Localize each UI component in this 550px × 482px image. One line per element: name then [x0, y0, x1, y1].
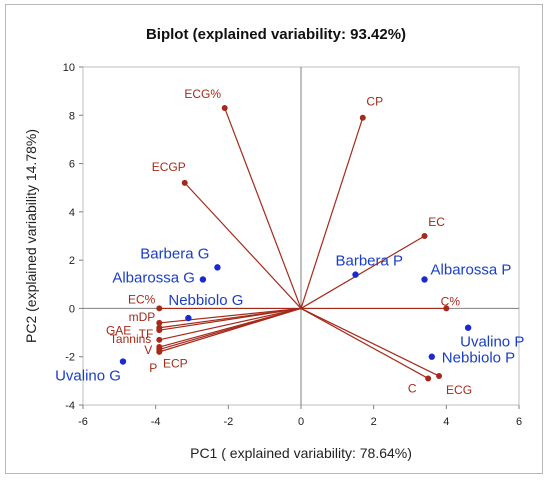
x-tick-label: 2: [371, 416, 377, 428]
variable-label: P: [149, 361, 157, 375]
y-tick-label: -4: [65, 400, 75, 412]
observation-point: [352, 271, 359, 278]
variable-vector: [159, 307, 302, 331]
variable-point: [425, 375, 432, 382]
chart-title: Biplot (explained variability: 93.42%): [146, 26, 406, 43]
x-tick-label: 4: [443, 416, 449, 428]
y-tick-label: 6: [69, 159, 75, 171]
variable-point: [443, 305, 450, 312]
variable-label: C: [408, 381, 417, 395]
variable-vector: [300, 235, 425, 309]
chart-frame: Biplot (explained variability: 93.42%) -…: [5, 4, 543, 474]
x-tick-label: 0: [298, 416, 304, 428]
variable-point: [436, 373, 443, 380]
observation-point: [428, 353, 435, 360]
variable-point: [221, 105, 228, 112]
variable-label: GAE: [106, 324, 131, 338]
variable-point: [156, 305, 163, 312]
y-tick-label: 4: [69, 207, 75, 219]
variable-label: V: [144, 343, 152, 357]
y-tick-label: -2: [65, 352, 75, 364]
observation-point: [119, 358, 127, 365]
observation-point: [464, 324, 472, 331]
observation-label: Uvalino G: [55, 368, 121, 385]
variable-vector: [159, 307, 302, 341]
variable-label: EC%: [128, 292, 156, 306]
variable-point: [181, 179, 188, 186]
observation-point: [421, 276, 428, 283]
variable-point: [156, 319, 163, 326]
variable-point: [421, 233, 428, 239]
x-tick-label: -6: [78, 416, 88, 428]
x-tick-label: -4: [151, 416, 161, 428]
variable-point: [156, 336, 163, 343]
observation-label: Uvalino P: [460, 334, 524, 351]
observation-label: Barbera G: [140, 245, 209, 262]
variable-point: [156, 327, 163, 334]
variable-label: C%: [441, 294, 461, 308]
variable-point: [359, 114, 366, 121]
variable-label: Tannins: [110, 332, 151, 346]
variable-label: ECG%: [184, 87, 221, 101]
y-tick-label: 2: [69, 255, 75, 267]
variable-label: ECP: [163, 356, 188, 370]
variable-vector: [300, 117, 364, 309]
variable-label: TF: [139, 327, 154, 341]
x-tick-label: 6: [516, 416, 522, 428]
variable-vector: [159, 307, 302, 351]
observation-points: Barbera G Albarossa G Nebbiolo G Uvalino G B…: [55, 245, 524, 384]
variable-label: ECG: [446, 383, 472, 397]
biplot-chart: Biplot (explained variability: 93.42%) -…: [23, 26, 524, 461]
observation-label: Nebbiolo G: [168, 292, 243, 309]
variable-vector: [300, 307, 429, 379]
variable-label: EC: [428, 215, 445, 229]
variable-vector: [184, 182, 302, 309]
variable-vector: [300, 307, 440, 377]
y-tick-label: 10: [63, 62, 75, 74]
variable-label: ECGP: [152, 160, 186, 174]
observation-point: [214, 264, 221, 271]
observation-label: Albarossa G: [112, 269, 195, 286]
y-tick-label: 0: [69, 303, 75, 315]
observation-point: [185, 314, 192, 322]
variable-vector: [159, 307, 302, 324]
observation-label: Barbera P: [336, 253, 404, 270]
observation-label: Nebbiolo P: [442, 350, 515, 367]
y-tick-label: 8: [69, 110, 75, 122]
variable-label: CP: [366, 95, 383, 109]
observation-label: Albarossa P: [431, 261, 512, 278]
x-tick-label: -2: [223, 416, 233, 428]
variable-point: [156, 346, 163, 353]
variable-vector: [224, 107, 302, 309]
observation-point: [199, 276, 207, 283]
variable-label: mDP: [129, 310, 156, 324]
x-axis-label: PC1 ( explained variability: 78.64%): [190, 445, 412, 461]
y-axis-label: PC2 (explained variability 14.78%): [23, 129, 39, 343]
